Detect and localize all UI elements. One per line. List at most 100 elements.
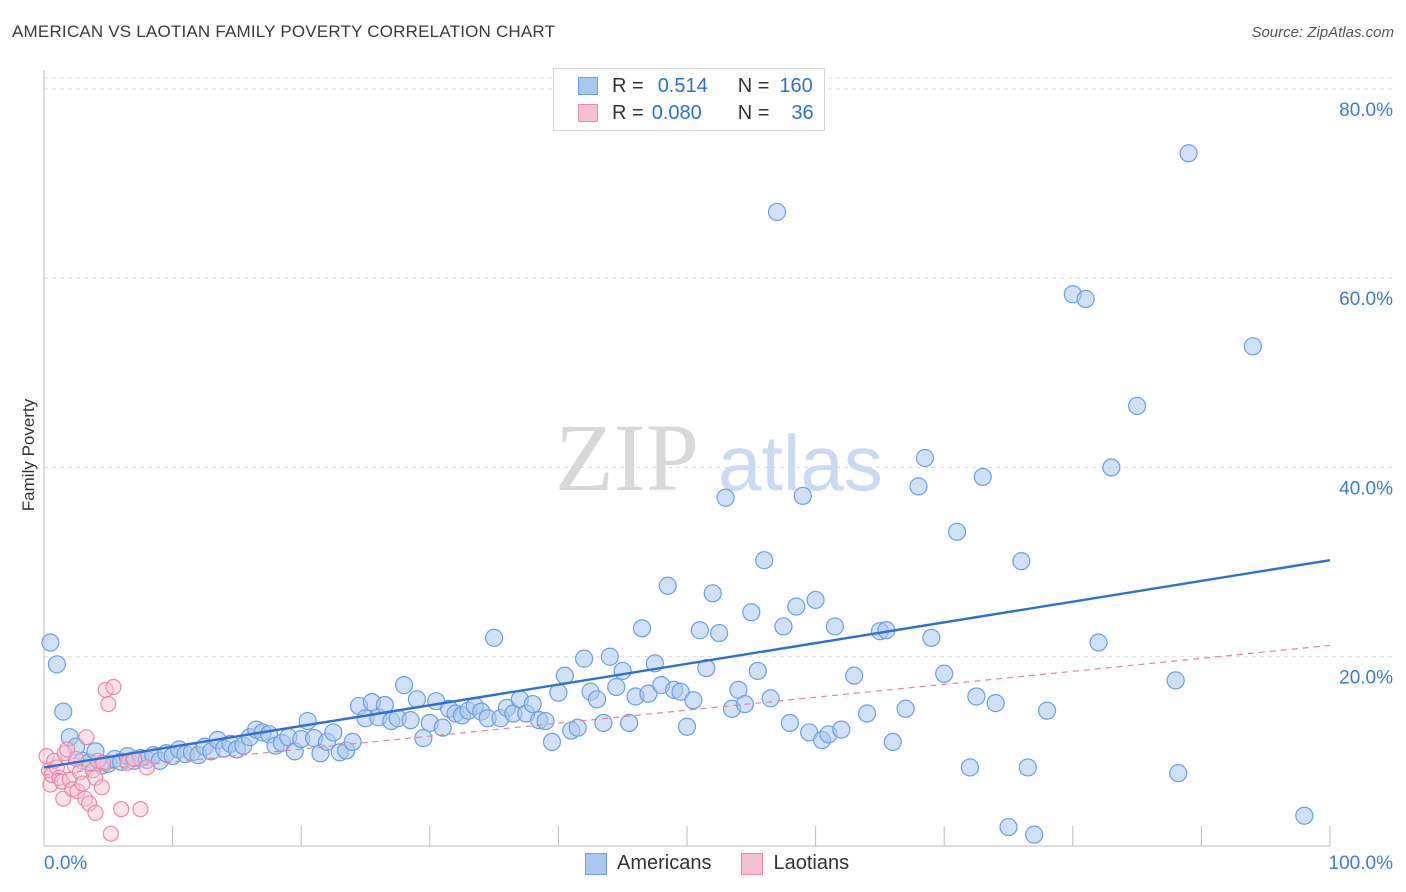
american-point [960, 758, 980, 777]
grid-lines [44, 77, 1392, 658]
american-point [986, 694, 1005, 713]
american-point [716, 488, 735, 507]
laotian-point [138, 759, 155, 776]
american-point [825, 617, 844, 636]
american-point [607, 677, 626, 697]
american-point [671, 682, 690, 701]
legend-r-label: R = [612, 101, 644, 124]
american-point [742, 603, 761, 622]
american-point [433, 718, 452, 737]
laotian-point [87, 804, 104, 821]
american-point [780, 713, 799, 733]
legend-label-laotians: Laotians [773, 852, 850, 874]
laotian-point [87, 769, 104, 786]
legend-n-value: 160 [779, 74, 813, 97]
legend-label-americans: Americans [617, 852, 712, 874]
american-point [613, 661, 632, 681]
legend-n-value: 36 [791, 101, 814, 124]
american-point [774, 617, 793, 636]
laotian-point [78, 729, 95, 746]
y-tick-label: 80.0% [1339, 100, 1393, 121]
y-axis-label: Family Poverty [19, 398, 38, 511]
american-point [703, 584, 722, 603]
american-point [684, 691, 703, 710]
american-point [401, 711, 420, 730]
legend-r-value: 0.080 [651, 101, 702, 124]
american-point [973, 467, 992, 487]
american-point [845, 666, 864, 685]
american-point [1018, 758, 1037, 777]
american-point [1243, 337, 1262, 356]
american-point [549, 683, 568, 702]
american-point [1169, 764, 1188, 783]
tick-labels: 20.0% 40.0% 60.0% 80.0% 0.0% 100.0% [44, 100, 1393, 874]
american-point [793, 486, 812, 505]
chart-source: Source: ZipAtlas.com [1251, 24, 1394, 41]
american-point [1166, 671, 1185, 690]
legend-item-americans: Americans [585, 852, 711, 875]
american-point [523, 694, 542, 714]
american-point [761, 689, 780, 708]
laotians-points [38, 678, 155, 842]
stats-legend: R = 0.514 N = 160 R = 0.080 N = 36 [553, 68, 825, 131]
american-point [1102, 458, 1121, 477]
american-point [690, 621, 709, 640]
series-legend: Americans Laotians [585, 852, 879, 875]
legend-n-label: N = [737, 101, 770, 124]
american-point [1089, 633, 1108, 652]
laotian-point [113, 800, 130, 818]
american-point [343, 732, 362, 752]
american-point [536, 711, 555, 731]
laotian-point [93, 779, 110, 796]
american-point [1076, 289, 1095, 309]
american-point [677, 717, 697, 736]
legend-row-americans: R = 0.514 N = 160 [578, 73, 813, 99]
legend-swatch-americans [585, 852, 607, 875]
y-tick-label: 40.0% [1339, 478, 1393, 499]
american-point [883, 732, 902, 752]
american-point [787, 597, 806, 616]
american-point [767, 202, 787, 222]
american-point [1025, 825, 1044, 844]
laotian-point [80, 795, 98, 812]
american-point [710, 623, 729, 643]
laotian-point [102, 825, 119, 842]
american-point [632, 619, 652, 638]
legend-swatch-laotians [578, 104, 598, 122]
y-tick-label: 60.0% [1339, 289, 1393, 310]
legend-n-label: N = [737, 74, 770, 97]
legend-swatch-laotians [741, 852, 764, 875]
chart-title: AMERICAN VS LAOTIAN FAMILY POVERTY CORRE… [12, 22, 556, 41]
american-point [600, 647, 619, 666]
american-point [999, 817, 1018, 837]
american-point [832, 720, 851, 739]
american-point [485, 628, 504, 647]
american-point [857, 704, 877, 723]
x-tick-label: 100.0% [1329, 853, 1394, 874]
legend-r-label: R = [612, 74, 644, 97]
american-point [1127, 396, 1147, 416]
x-tick-label: 0.0% [44, 853, 87, 874]
american-point [1012, 552, 1031, 571]
american-point [568, 718, 587, 737]
american-point [575, 649, 594, 668]
american-point [414, 729, 433, 748]
americans-points [41, 144, 1314, 844]
legend-item-laotians: Laotians [741, 852, 849, 875]
american-point [54, 702, 73, 721]
american-point [47, 655, 66, 674]
trend-line-americans [43, 559, 1331, 769]
american-point [620, 713, 639, 733]
american-point [909, 477, 928, 496]
laotian-point [100, 695, 117, 713]
american-point [1037, 701, 1057, 720]
american-point [748, 661, 767, 681]
laotian-point [132, 800, 149, 818]
legend-r-value: 0.514 [657, 74, 708, 97]
american-point [806, 590, 825, 610]
american-point [755, 551, 774, 570]
american-point [935, 664, 954, 683]
american-point [1179, 144, 1198, 163]
american-point [41, 633, 60, 652]
